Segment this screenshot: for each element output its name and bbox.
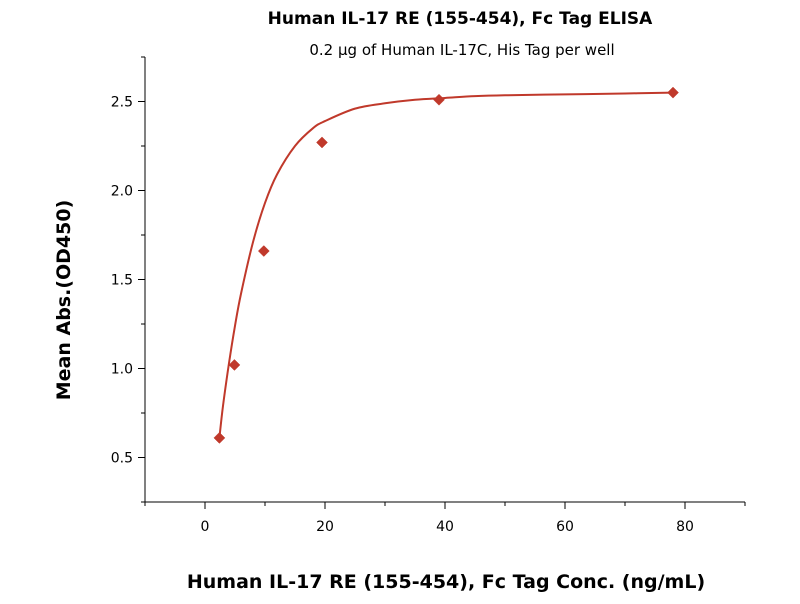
x-tick-label: 60 bbox=[556, 519, 574, 535]
chart-subtitle: 0.2 µg of Human IL-17C, His Tag per well bbox=[309, 41, 614, 59]
y-tick-label: 1.5 bbox=[111, 273, 133, 289]
x-tick-label: 40 bbox=[436, 519, 454, 535]
data-point bbox=[213, 432, 226, 444]
y-tick-label: 2.0 bbox=[111, 184, 133, 200]
y-tick-label: 1.0 bbox=[111, 362, 133, 378]
x-tick-label: 80 bbox=[676, 519, 694, 535]
chart-title: Human IL-17 RE (155-454), Fc Tag ELISA bbox=[268, 9, 653, 29]
y-tick-label: 0.5 bbox=[111, 451, 133, 467]
data-point bbox=[316, 136, 328, 149]
x-axis-title: Human IL-17 RE (155-454), Fc Tag Conc. (… bbox=[187, 571, 705, 593]
data-point bbox=[257, 245, 270, 257]
data-point bbox=[667, 86, 679, 99]
data-points-layer bbox=[213, 86, 679, 444]
data-point bbox=[228, 359, 241, 371]
axes: 0.5 1.0 1.5 2.0 2.5 0 20 40 60 80 bbox=[111, 56, 746, 535]
fit-curve bbox=[218, 91, 674, 439]
x-tick-label: 0 bbox=[201, 519, 210, 535]
data-point bbox=[433, 93, 445, 106]
fit-curve-layer bbox=[218, 91, 674, 439]
x-tick-label: 20 bbox=[316, 519, 334, 535]
y-axis-title: Mean Abs.(OD450) bbox=[53, 200, 75, 401]
y-tick-label: 2.5 bbox=[111, 95, 133, 111]
